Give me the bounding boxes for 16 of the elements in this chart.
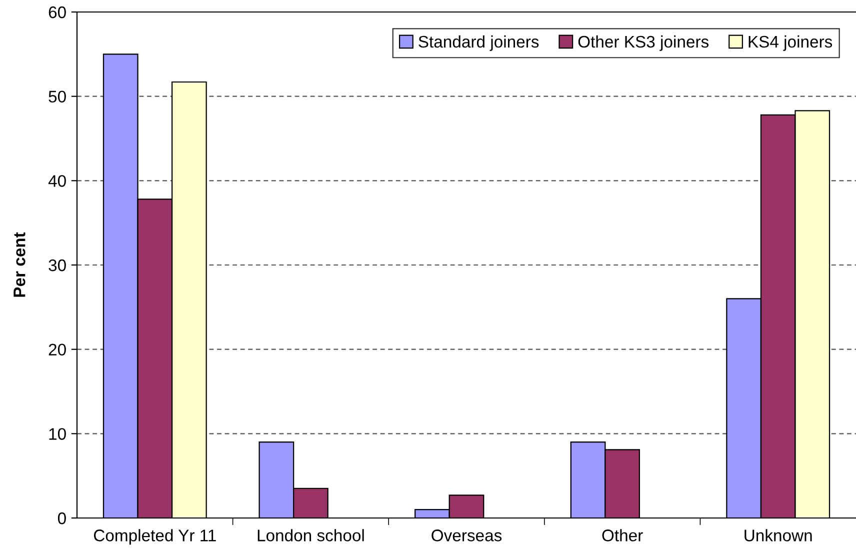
x-tick-label: Overseas [432,530,502,542]
y-tick-label: 60 [48,6,66,18]
x-tick-label: London school [258,529,364,542]
legend-label: KS4 joiners [748,35,832,51]
x-tick-label: Unknown [744,529,812,542]
y-tick-label: 10 [49,428,66,440]
legend-label: Other KS3 joiners [578,35,709,51]
y-tick-label: 20 [48,344,66,356]
x-tick-label: Other [602,529,643,542]
y-axis-title: Per cent [14,232,26,297]
x-tick-label: Completed Yr 11 [94,529,216,545]
legend-label: Standard joiners [418,35,539,51]
y-tick-label: 30 [48,259,66,272]
y-tick-label: 0 [58,512,66,524]
y-tick-label: 40 [48,175,66,187]
y-tick-label: 50 [48,90,66,103]
